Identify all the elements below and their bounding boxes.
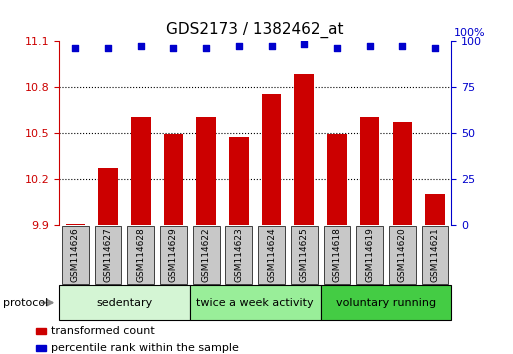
Point (169, 45, 177, 51)
FancyBboxPatch shape (160, 226, 187, 284)
Bar (327, 134, 347, 354)
FancyBboxPatch shape (190, 285, 321, 320)
Text: GSM114626: GSM114626 (71, 228, 80, 282)
Bar (262, 95, 281, 354)
Text: GSM114628: GSM114628 (136, 228, 145, 282)
Bar (66, 224, 85, 354)
Point (333, 45, 341, 51)
Bar (36, 329, 46, 335)
Text: GSM114629: GSM114629 (169, 228, 178, 282)
Point (202, 45, 210, 51)
FancyBboxPatch shape (356, 226, 383, 284)
Text: GSM114622: GSM114622 (202, 228, 211, 282)
Point (366, 44, 374, 49)
FancyBboxPatch shape (127, 226, 154, 284)
FancyBboxPatch shape (422, 226, 448, 284)
Text: GSM114621: GSM114621 (430, 228, 440, 282)
Text: GSM114620: GSM114620 (398, 228, 407, 282)
FancyBboxPatch shape (94, 226, 122, 284)
Bar (98, 168, 118, 354)
Bar (425, 194, 445, 354)
Bar (36, 345, 46, 351)
Bar (294, 74, 314, 354)
FancyBboxPatch shape (324, 226, 350, 284)
Text: GSM114627: GSM114627 (104, 228, 112, 282)
Text: voluntary running: voluntary running (336, 298, 436, 308)
Text: percentile rank within the sample: percentile rank within the sample (51, 343, 239, 353)
Bar (164, 134, 183, 354)
Text: GSM114619: GSM114619 (365, 227, 374, 282)
Point (136, 44, 145, 49)
Bar (131, 118, 150, 354)
Text: twice a week activity: twice a week activity (196, 298, 314, 308)
FancyBboxPatch shape (291, 226, 318, 284)
Point (267, 44, 275, 49)
Bar (392, 122, 412, 354)
FancyBboxPatch shape (225, 226, 252, 284)
Text: GSM114624: GSM114624 (267, 228, 276, 282)
Bar (196, 118, 216, 354)
Text: GSM114625: GSM114625 (300, 228, 309, 282)
Text: 100%: 100% (454, 28, 486, 38)
Text: GSM114623: GSM114623 (234, 228, 243, 282)
Point (71, 45, 80, 51)
FancyBboxPatch shape (62, 226, 89, 284)
Point (235, 44, 243, 49)
Title: GDS2173 / 1382462_at: GDS2173 / 1382462_at (166, 22, 344, 38)
FancyBboxPatch shape (258, 226, 285, 284)
Bar (360, 118, 380, 354)
Text: GSM114618: GSM114618 (332, 227, 342, 282)
Text: sedentary: sedentary (96, 298, 152, 308)
Text: transformed count: transformed count (51, 326, 154, 336)
Point (398, 44, 406, 49)
FancyBboxPatch shape (59, 285, 190, 320)
Text: protocol: protocol (3, 298, 48, 308)
Point (431, 45, 439, 51)
Point (104, 45, 112, 51)
Point (300, 41, 308, 47)
FancyBboxPatch shape (193, 226, 220, 284)
FancyBboxPatch shape (321, 285, 451, 320)
FancyBboxPatch shape (389, 226, 416, 284)
Bar (229, 137, 249, 354)
